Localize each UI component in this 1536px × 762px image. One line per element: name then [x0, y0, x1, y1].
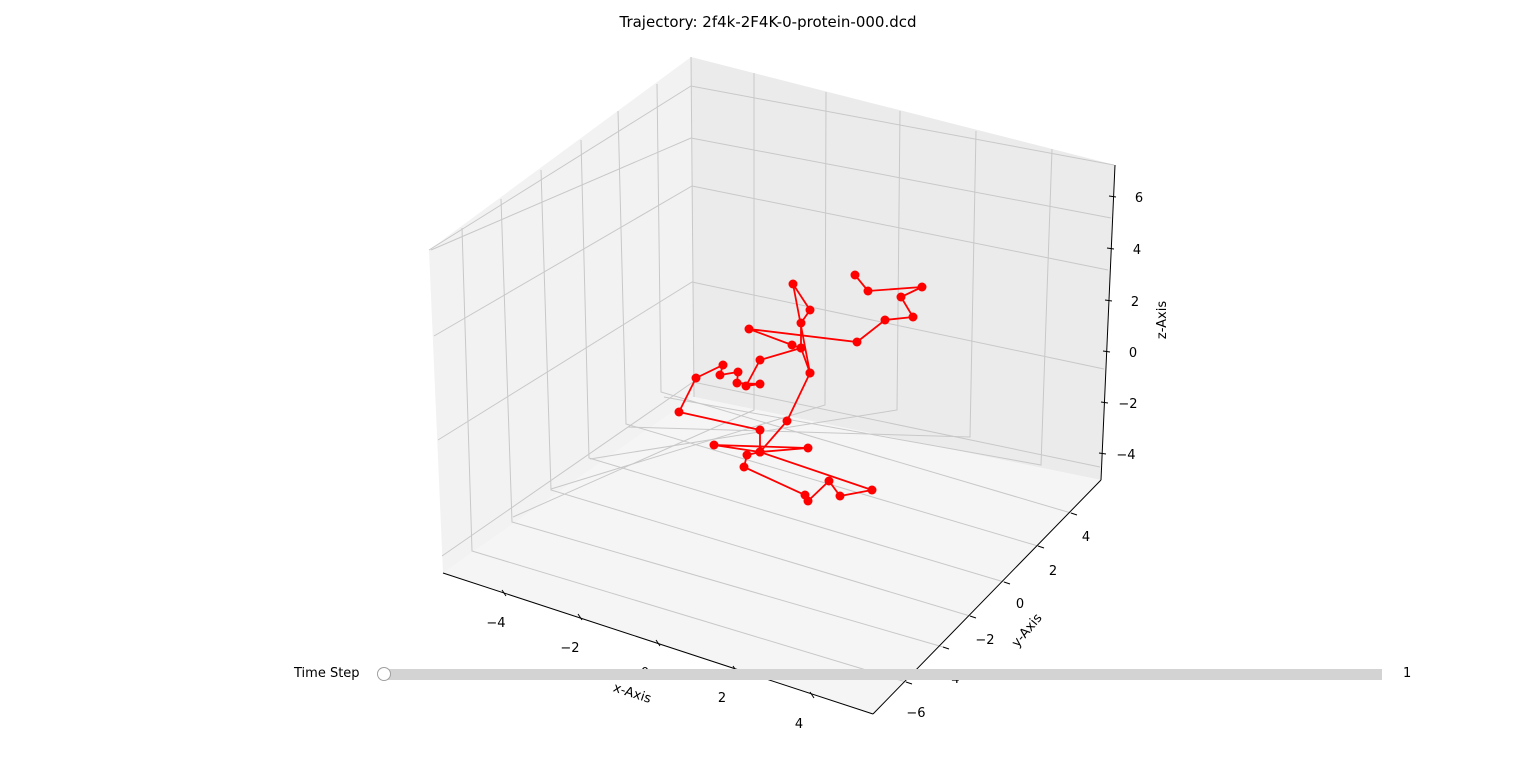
time-step-slider-track[interactable]	[384, 669, 1382, 680]
trajectory-point	[852, 337, 862, 347]
trajectory-point	[788, 279, 798, 289]
trajectory-point	[863, 286, 873, 296]
y-tick-label: 4	[1082, 530, 1090, 545]
z-tick-label: 2	[1131, 295, 1139, 310]
trajectory-point	[896, 292, 906, 302]
trajectory-point	[732, 378, 742, 388]
y-ticks	[905, 512, 1078, 685]
trajectory-point	[803, 443, 813, 453]
time-step-label: Time Step	[294, 666, 360, 681]
trajectory-point	[782, 416, 792, 426]
trajectory-point	[835, 491, 845, 501]
trajectory-point	[744, 324, 754, 334]
trajectory-point	[805, 368, 815, 378]
back-pane	[691, 57, 1115, 480]
z-tick-label: 0	[1129, 346, 1137, 361]
trajectory-point	[739, 462, 749, 472]
trajectory-series	[674, 270, 927, 506]
trajectory-point	[755, 447, 765, 457]
y-tick-label: 0	[1016, 597, 1024, 612]
trajectory-point	[796, 343, 806, 353]
z-tick-label: 4	[1133, 243, 1141, 258]
trajectory-point	[741, 381, 751, 391]
trajectory-point	[755, 355, 765, 365]
x-tick-label: 2	[718, 691, 726, 706]
z-ticks	[1098, 195, 1117, 455]
trajectory-point	[824, 476, 834, 486]
chart-title: Trajectory: 2f4k-2F4K-0-protein-000.dcd	[618, 13, 916, 31]
trajectory-point	[742, 450, 752, 460]
floor-pane	[443, 397, 1101, 714]
trajectory-point	[755, 425, 765, 435]
trajectory-point	[733, 367, 743, 377]
pane-edges	[690, 56, 695, 398]
trajectory-point	[880, 315, 890, 325]
trajectory-point	[917, 282, 927, 292]
time-step-slider-handle[interactable]	[377, 667, 391, 681]
z-axis-label: z-Axis	[1155, 301, 1170, 339]
trajectory-point	[787, 340, 797, 350]
trajectory-point	[715, 370, 725, 380]
y-axis-label: y-Axis	[1009, 611, 1046, 651]
trajectory-point	[805, 305, 815, 315]
trajectory-point	[755, 379, 765, 389]
trajectory-point	[709, 440, 719, 450]
trajectory-point	[691, 373, 701, 383]
x-axis-label: x-Axis	[611, 681, 653, 707]
x-ticks	[501, 589, 815, 699]
trajectory-point	[718, 360, 728, 370]
x-tick-label: −2	[560, 641, 579, 656]
trajectory-point	[908, 312, 918, 322]
x-tick-label: −4	[486, 616, 505, 631]
z-tick-label: 6	[1135, 191, 1143, 206]
trajectory-point	[796, 318, 806, 328]
time-step-value: 1	[1403, 666, 1412, 681]
trajectory-point	[850, 270, 860, 280]
x-tick-label: 4	[795, 717, 803, 732]
trajectory-point	[803, 496, 813, 506]
y-tick-label: 2	[1049, 564, 1057, 579]
z-tick-label: −2	[1118, 397, 1137, 412]
left-pane	[429, 57, 694, 573]
y-tick-label: −6	[906, 706, 925, 721]
trajectory-point	[674, 407, 684, 417]
z-tick-label: −4	[1116, 448, 1135, 463]
trajectory-point	[867, 485, 877, 495]
y-tick-label: −2	[975, 633, 994, 648]
